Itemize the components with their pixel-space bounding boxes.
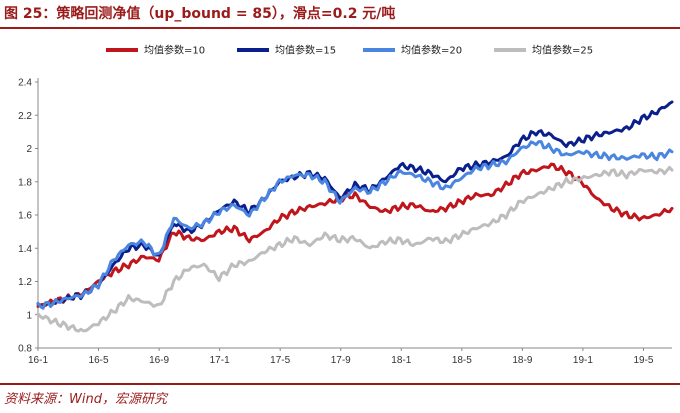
x-tick-label: 18-5	[452, 355, 472, 366]
y-tick-label: 1	[26, 310, 32, 321]
y-axis: 0.8 1 1.2 1.4 1.6 1.8 2 2.2 2.4	[18, 78, 39, 355]
series-line-3	[36, 140, 674, 310]
chart-legend: 均值参数=10 均值参数=15 均值参数=20 均值参数=25	[106, 44, 593, 57]
x-tick-label: 17-1	[210, 355, 230, 366]
x-tick-label: 18-9	[512, 355, 532, 366]
source-divider	[0, 383, 680, 385]
x-tick-label: 19-5	[633, 355, 653, 366]
x-axis: 16-1 16-5 16-9 17-1 17-5 17-9 18-1 18-5 18-9 19-1…	[28, 347, 672, 366]
x-tick-label: 18-1	[391, 355, 411, 366]
x-tick-label: 17-9	[331, 355, 351, 366]
figure-title: 图 25：策略回测净值（up_bound = 85），滑点=0.2 元/吨	[4, 6, 396, 22]
y-tick-label: 2.4	[18, 78, 32, 89]
series-line-1	[36, 162, 674, 308]
y-tick-label: 1.8	[18, 177, 32, 188]
series-line-4	[36, 165, 674, 333]
line-chart: 均值参数=10 均值参数=15 均值参数=20 均值参数=25 0.8 1 1.2 1.4 1…	[18, 44, 674, 366]
x-tick-label: 16-9	[149, 355, 169, 366]
legend-label: 均值参数=25	[532, 44, 593, 57]
legend-label: 均值参数=10	[144, 44, 205, 57]
title-underline	[0, 27, 680, 29]
source-note: 资料来源：Wind，宏源研究	[4, 392, 167, 407]
x-tick-label: 17-5	[270, 355, 290, 366]
y-tick-label: 2.2	[18, 111, 32, 122]
y-tick-label: 1.6	[18, 211, 32, 222]
y-tick-label: 1.2	[18, 277, 32, 288]
y-tick-label: 1.4	[18, 244, 32, 255]
y-tick-label: 0.8	[18, 344, 32, 355]
x-tick-label: 19-1	[573, 355, 593, 366]
x-tick-label: 16-1	[28, 355, 48, 366]
series-layer	[36, 100, 674, 333]
y-tick-label: 2	[26, 144, 32, 155]
series-line-2	[36, 100, 674, 309]
x-tick-label: 16-5	[89, 355, 109, 366]
legend-label: 均值参数=20	[401, 44, 462, 57]
legend-label: 均值参数=15	[275, 44, 336, 57]
